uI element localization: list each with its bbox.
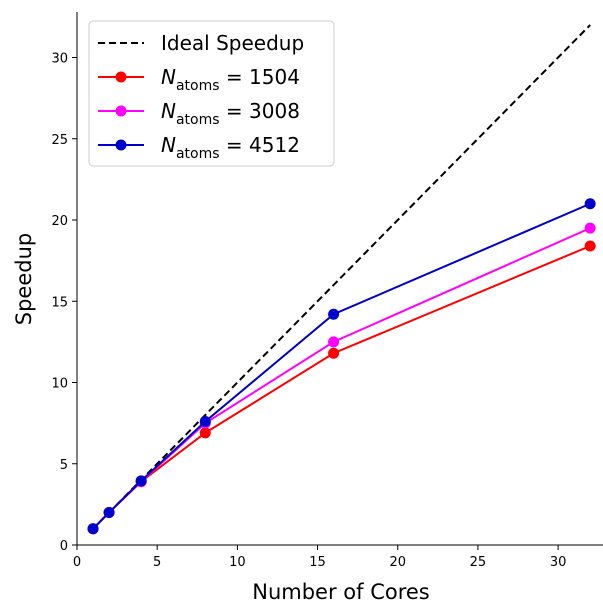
x-tick-label: 25 [470,555,487,570]
y-axis-label: Speedup [12,233,36,325]
data-point-series-3-2 [135,475,147,487]
data-point-series-3-5 [584,198,596,210]
legend-marker-1 [115,71,127,83]
y-tick-label: 30 [51,52,68,67]
data-point-series-1-5 [584,240,596,252]
x-tick-label: 20 [389,555,406,570]
x-tick-label: 5 [153,555,161,570]
series-line-0 [92,24,591,530]
data-point-series-1-4 [328,347,340,359]
series-line-3 [92,202,591,530]
series-line-2 [92,227,591,530]
y-tick-label: 0 [60,539,68,554]
data-point-series-3-3 [199,416,211,427]
legend-label-1: Natoms = 1504 [161,65,300,94]
y-tick-label: 15 [51,295,68,310]
data-point-series-2-4 [328,336,340,348]
data-point-series-3-0 [87,523,99,535]
y-tick-label: 5 [60,458,68,473]
x-tick-label: 0 [73,555,81,570]
x-axis-label: Number of Cores [252,580,430,603]
legend-marker-3 [115,139,127,151]
legend-marker-2 [115,105,127,117]
y-tick-label: 10 [51,377,68,392]
legend-box [88,20,335,167]
legend-label-0: Ideal Speedup [161,31,304,55]
y-tick-label: 25 [51,133,68,148]
data-point-series-1-3 [199,427,211,439]
data-point-series-3-4 [328,308,340,320]
plot-area [87,24,596,535]
legend: Ideal Speedup Natoms = 1504 Natoms = 3008 N… [88,20,335,167]
axes: 0 5 10 15 20 25 30 0 5 10 15 20 25 30 [51,12,603,570]
series-line-1 [92,245,591,530]
legend-label-3: Natoms = 4512 [161,133,300,162]
data-point-series-3-1 [103,507,115,518]
x-tick-label: 30 [550,555,567,570]
data-point-series-2-5 [584,222,596,234]
legend-label-2: Natoms = 3008 [161,99,300,128]
x-tick-label: 15 [309,555,326,570]
y-tick-label: 20 [51,214,68,229]
x-tick-label: 10 [229,555,246,570]
